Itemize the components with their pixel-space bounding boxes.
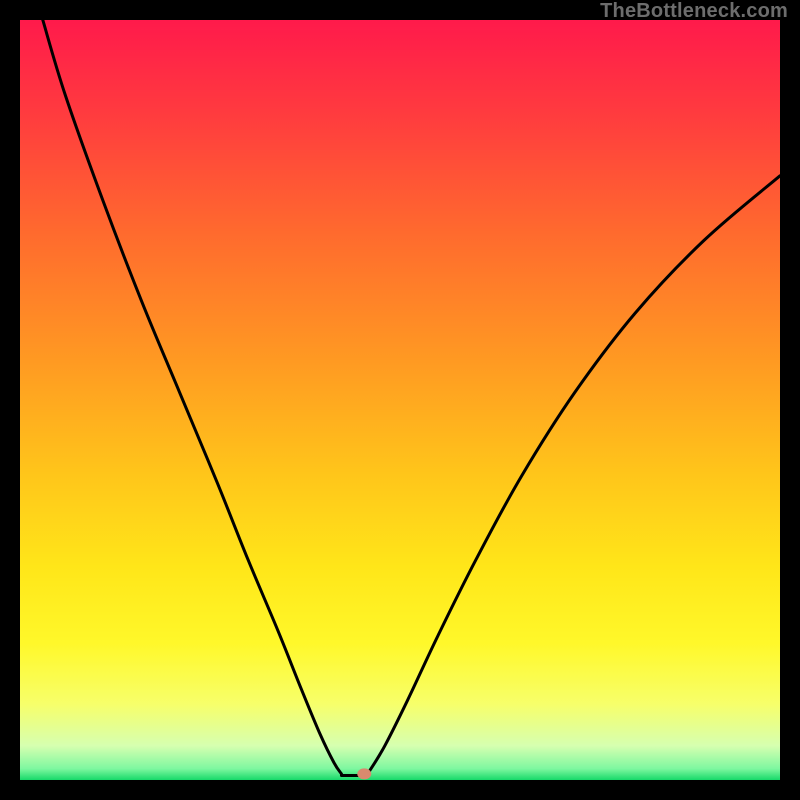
plot-area xyxy=(20,20,780,780)
chart-svg xyxy=(0,0,800,800)
watermark-text: TheBottleneck.com xyxy=(600,0,788,23)
optimum-marker xyxy=(357,768,371,779)
gradient-background xyxy=(20,20,780,780)
chart-stage: TheBottleneck.com xyxy=(0,0,800,800)
